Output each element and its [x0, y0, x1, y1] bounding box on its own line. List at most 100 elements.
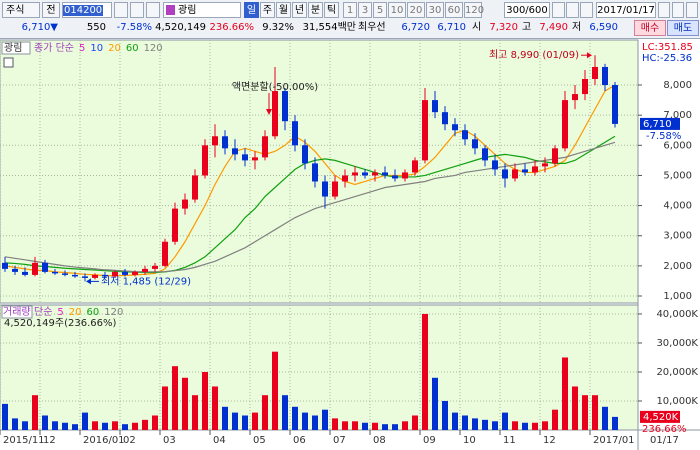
- volume-bar: [132, 422, 138, 430]
- annotation: 최고 8,990 (01/09): [489, 49, 579, 61]
- candle-body: [102, 274, 108, 277]
- candle-body: [192, 175, 198, 200]
- volume-bar: [282, 395, 288, 430]
- volume-bar: [462, 415, 468, 430]
- volume-bar: [582, 395, 588, 430]
- volume-bar: [152, 415, 158, 430]
- volume-bar: [402, 421, 408, 430]
- icon-button[interactable]: [566, 2, 579, 18]
- icon-button[interactable]: [686, 2, 698, 18]
- volume-bar: [262, 395, 268, 430]
- ma-line: [4, 141, 616, 273]
- quote-volume: 4,520,149: [155, 22, 206, 33]
- legend-entry: 10: [90, 43, 103, 54]
- minute-button[interactable]: 5: [373, 2, 387, 18]
- pane-title: 거래량: [3, 306, 31, 318]
- icon-button[interactable]: [114, 2, 128, 18]
- candle-body: [32, 262, 38, 275]
- candle-body: [462, 130, 468, 140]
- ma-line: [4, 135, 616, 274]
- x-tick-label: 2017/01: [593, 435, 635, 446]
- candle-body: [612, 85, 618, 124]
- y-tick-label: 40,000K: [656, 309, 698, 320]
- volume-bar: [212, 386, 218, 430]
- candle-body: [602, 66, 608, 86]
- volume-bar: [292, 406, 298, 430]
- candle-body: [2, 262, 8, 269]
- minute-button[interactable]: 30: [426, 2, 444, 18]
- volume-bar: [452, 412, 458, 430]
- x-tick-label: 03: [163, 435, 176, 446]
- minute-button[interactable]: 10: [388, 2, 406, 18]
- candle-body: [22, 271, 28, 275]
- legend-entry: 20: [108, 43, 121, 54]
- volume-bar: [562, 357, 568, 430]
- arrow-head: [266, 108, 272, 115]
- minute-button[interactable]: 3: [358, 2, 372, 18]
- pane-icon: [3, 57, 14, 68]
- icon-button[interactable]: [658, 2, 670, 18]
- period-button[interactable]: 분: [308, 2, 323, 18]
- candle-body: [82, 276, 88, 278]
- candle-body: [302, 145, 308, 164]
- stock-name[interactable]: 광림: [163, 2, 241, 18]
- volume-bar: [522, 422, 528, 430]
- icon-button[interactable]: [552, 2, 565, 18]
- period-button[interactable]: 일: [244, 2, 259, 18]
- legend-entry: 60: [126, 43, 139, 54]
- period-button[interactable]: 주: [260, 2, 275, 18]
- candle-body: [162, 241, 168, 266]
- code-input[interactable]: 014200: [62, 2, 112, 18]
- lc-label: LC:351.85: [642, 42, 693, 53]
- legend-entry: 120: [144, 43, 163, 54]
- period-button[interactable]: 월: [276, 2, 291, 18]
- volume-bar: [432, 377, 438, 430]
- x-tick-label: 09: [423, 435, 436, 446]
- candle-body: [142, 268, 148, 272]
- x-tick-label: 12: [543, 435, 556, 446]
- candle-body: [52, 271, 58, 274]
- period-button[interactable]: 틱: [324, 2, 339, 18]
- candle-body: [272, 91, 278, 137]
- hc-label: HC:-25.36: [642, 53, 692, 64]
- quote-low: 6,590: [589, 22, 618, 33]
- minute-button[interactable]: 60: [445, 2, 463, 18]
- x-tick-label: 06: [293, 435, 306, 446]
- arrow-head: [86, 278, 91, 285]
- last-volume-box: [640, 410, 680, 423]
- minute-button[interactable]: 1: [343, 2, 357, 18]
- buy-button[interactable]: 매수: [634, 20, 666, 36]
- minute-button[interactable]: 120: [464, 2, 484, 18]
- volume-bar: [182, 377, 188, 430]
- candle-body: [442, 112, 448, 125]
- market-select[interactable]: 주식: [2, 2, 40, 18]
- count-box[interactable]: 300/600: [504, 2, 550, 18]
- last-price-box: [640, 117, 680, 130]
- volume-bar: [2, 403, 8, 430]
- candle-body: [242, 154, 248, 161]
- candle-body: [332, 181, 338, 197]
- quote-bid: 6,710: [437, 22, 466, 33]
- volume-bar: [122, 424, 128, 430]
- price-pane: [0, 39, 639, 304]
- period-button[interactable]: 년: [292, 2, 307, 18]
- volume-bar: [602, 406, 608, 430]
- candle-body: [392, 175, 398, 179]
- volume-bar: [572, 386, 578, 430]
- candle-body: [552, 148, 558, 164]
- annotation: 최저 1,485 (12/29): [101, 275, 191, 287]
- candle-body: [512, 169, 518, 179]
- candle-body: [322, 181, 328, 197]
- annotation: 액면분할(-50.00%): [232, 81, 318, 93]
- candle-body: [122, 271, 128, 275]
- tab[interactable]: 전: [42, 2, 60, 18]
- icon-button[interactable]: [146, 2, 160, 18]
- minute-button[interactable]: 20: [407, 2, 425, 18]
- volume-bar: [372, 422, 378, 430]
- date-input[interactable]: 2017/01/17: [596, 2, 656, 18]
- icon-button[interactable]: [580, 2, 593, 18]
- icon-button[interactable]: [672, 2, 684, 18]
- icon-button[interactable]: [130, 2, 144, 18]
- sell-button[interactable]: 매도: [667, 20, 699, 36]
